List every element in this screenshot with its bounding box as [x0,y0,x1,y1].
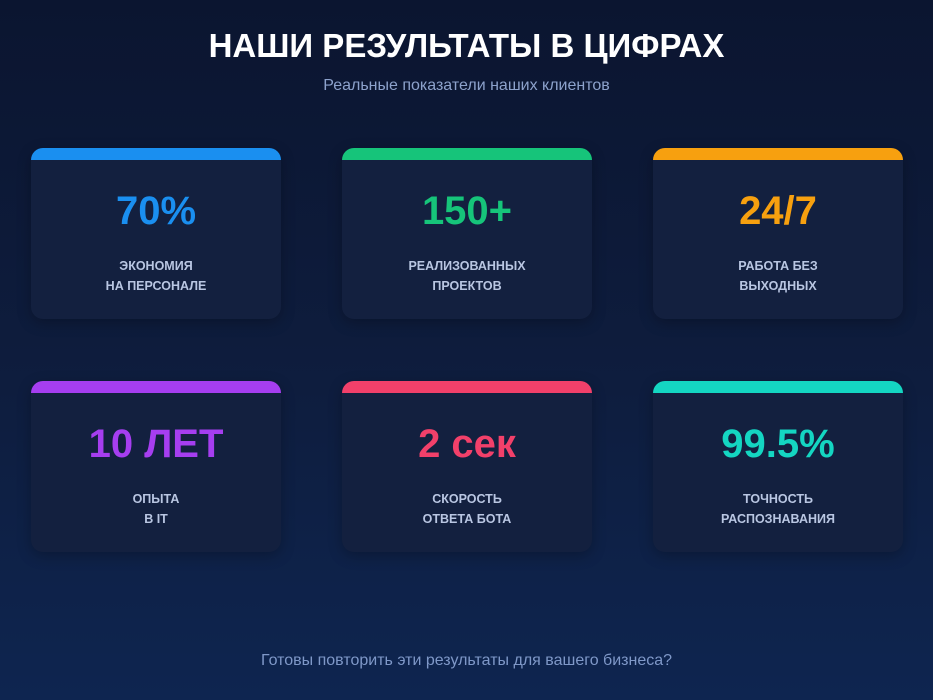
stat-label-line2: РАСПОЗНАВАНИЯ [720,512,835,526]
stat-card-response-speed: 2 сек СКОРОСТЬ ОТВЕТА БОТА [342,381,592,552]
stat-value: 2 сек [418,422,516,466]
stat-card-projects: 150+ РЕАЛИЗОВАННЫХ ПРОЕКТОВ [342,148,592,319]
stat-label: СКОРОСТЬ ОТВЕТА БОТА [342,489,592,529]
card-accent-bar [342,381,592,393]
stat-label: ОПЫТА В IT [31,489,281,529]
stat-card-experience: 10 ЛЕТ ОПЫТА В IT [31,381,281,552]
stat-label-line1: СКОРОСТЬ [432,492,502,506]
stat-label-line1: ОПЫТА [132,492,180,506]
stat-card-availability: 24/7 РАБОТА БЕЗ ВЫХОДНЫХ [653,148,903,319]
stat-value: 150+ [421,189,513,233]
stat-label-line1: ЭКОНОМИЯ [119,259,193,273]
stat-label: РЕАЛИЗОВАННЫХ ПРОЕКТОВ [342,256,592,296]
stat-label: ЭКОНОМИЯ НА ПЕРСОНАЛЕ [31,256,281,296]
stat-label-line2: ОТВЕТА БОТА [422,512,512,526]
footer-cta-text: Готовы повторить эти результаты для ваше… [260,652,673,669]
stat-value: 24/7 [739,189,817,233]
card-accent-bar [31,148,281,160]
stat-card-savings: 70% ЭКОНОМИЯ НА ПЕРСОНАЛЕ [31,148,281,319]
stat-card-accuracy: 99.5% ТОЧНОСТЬ РАСПОЗНАВАНИЯ [653,381,903,552]
page-subtitle: Реальные показатели наших клиентов [323,77,610,94]
stat-label: РАБОТА БЕЗ ВЫХОДНЫХ [653,256,903,296]
card-accent-bar [653,148,903,160]
stat-value: 70% [115,189,197,233]
stat-label-line2: ВЫХОДНЫХ [739,279,817,293]
stat-label-line2: ПРОЕКТОВ [432,279,502,293]
stat-label-line1: РЕАЛИЗОВАННЫХ [408,259,526,273]
page-title: НАШИ РЕЗУЛЬТАТЫ В ЦИФРАХ [208,27,725,64]
stat-label-line1: РАБОТА БЕЗ [738,259,818,273]
stat-label-line2: НА ПЕРСОНАЛЕ [105,279,207,293]
card-accent-bar [653,381,903,393]
stat-label-line1: ТОЧНОСТЬ [743,492,813,506]
card-accent-bar [342,148,592,160]
stat-label-line2: В IT [144,512,168,526]
stat-label: ТОЧНОСТЬ РАСПОЗНАВАНИЯ [653,489,903,529]
stat-value: 99.5% [721,422,835,466]
stat-value: 10 ЛЕТ [88,422,224,466]
card-accent-bar [31,381,281,393]
